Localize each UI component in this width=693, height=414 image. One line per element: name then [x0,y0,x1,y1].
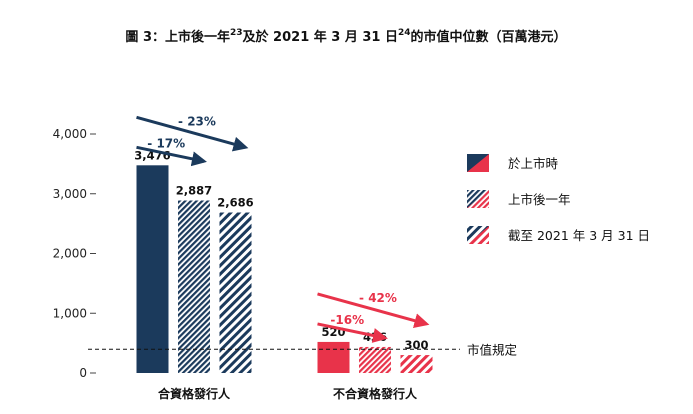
y-axis: 0 1,000 2,000 3,000 4,000 [53,127,96,380]
y-tick-label: 0 [79,366,87,380]
chart-title: 圖 3：上市後一年23及於 2021 年 3 月 31 日24的市值中位數（百萬… [125,28,566,45]
change-label: -16% [330,313,364,327]
data-label: 2,887 [176,184,212,198]
change-arrow [136,145,207,167]
bar [359,346,391,373]
change-label: - 17% [147,136,185,150]
threshold-label: 市值規定 [467,342,517,357]
threshold-line-group: 市值規定 [88,342,517,357]
legend-swatch-navy-half [467,154,489,172]
change-arrow [136,115,249,152]
bar [178,200,210,373]
y-tick-label: 2,000 [53,247,87,261]
legend-label: 上市後一年 [508,192,571,207]
title-prefix: 圖 3：上市後一年 [125,29,230,45]
category-label: 合資格發行人 [158,386,231,401]
title-footnote-23: 23 [230,28,243,38]
x-axis-categories: 合資格發行人 不合資格發行人 [158,386,418,401]
y-tick-label: 4,000 [53,127,87,141]
data-label: 300 [404,338,428,352]
category-label: 不合資格發行人 [333,386,418,401]
change-label: - 23% [178,114,216,128]
title-suffix: 的市值中位數（百萬港元） [411,29,567,45]
legend-label: 截至 2021 年 3 月 31 日 [508,228,650,243]
legend-swatch-navy-half [467,190,489,208]
change-label: - 42% [359,291,397,305]
data-label: 2,686 [217,196,253,210]
title-middle: 及於 2021 年 3 月 31 日 [243,29,398,45]
y-tick-label: 1,000 [53,306,87,320]
legend-swatch-navy-half [467,226,489,244]
y-tick-label: 3,000 [53,187,87,201]
bar [219,212,252,373]
bar [136,165,169,373]
bar [317,341,350,373]
legend-label: 於上市時 [508,156,559,171]
change-annotations: - 17% - 23% -16% - 42% [136,114,430,343]
change-arrow [317,292,430,328]
title-footnote-24: 24 [398,28,411,38]
bar [400,355,433,373]
change-arrow [317,322,388,343]
